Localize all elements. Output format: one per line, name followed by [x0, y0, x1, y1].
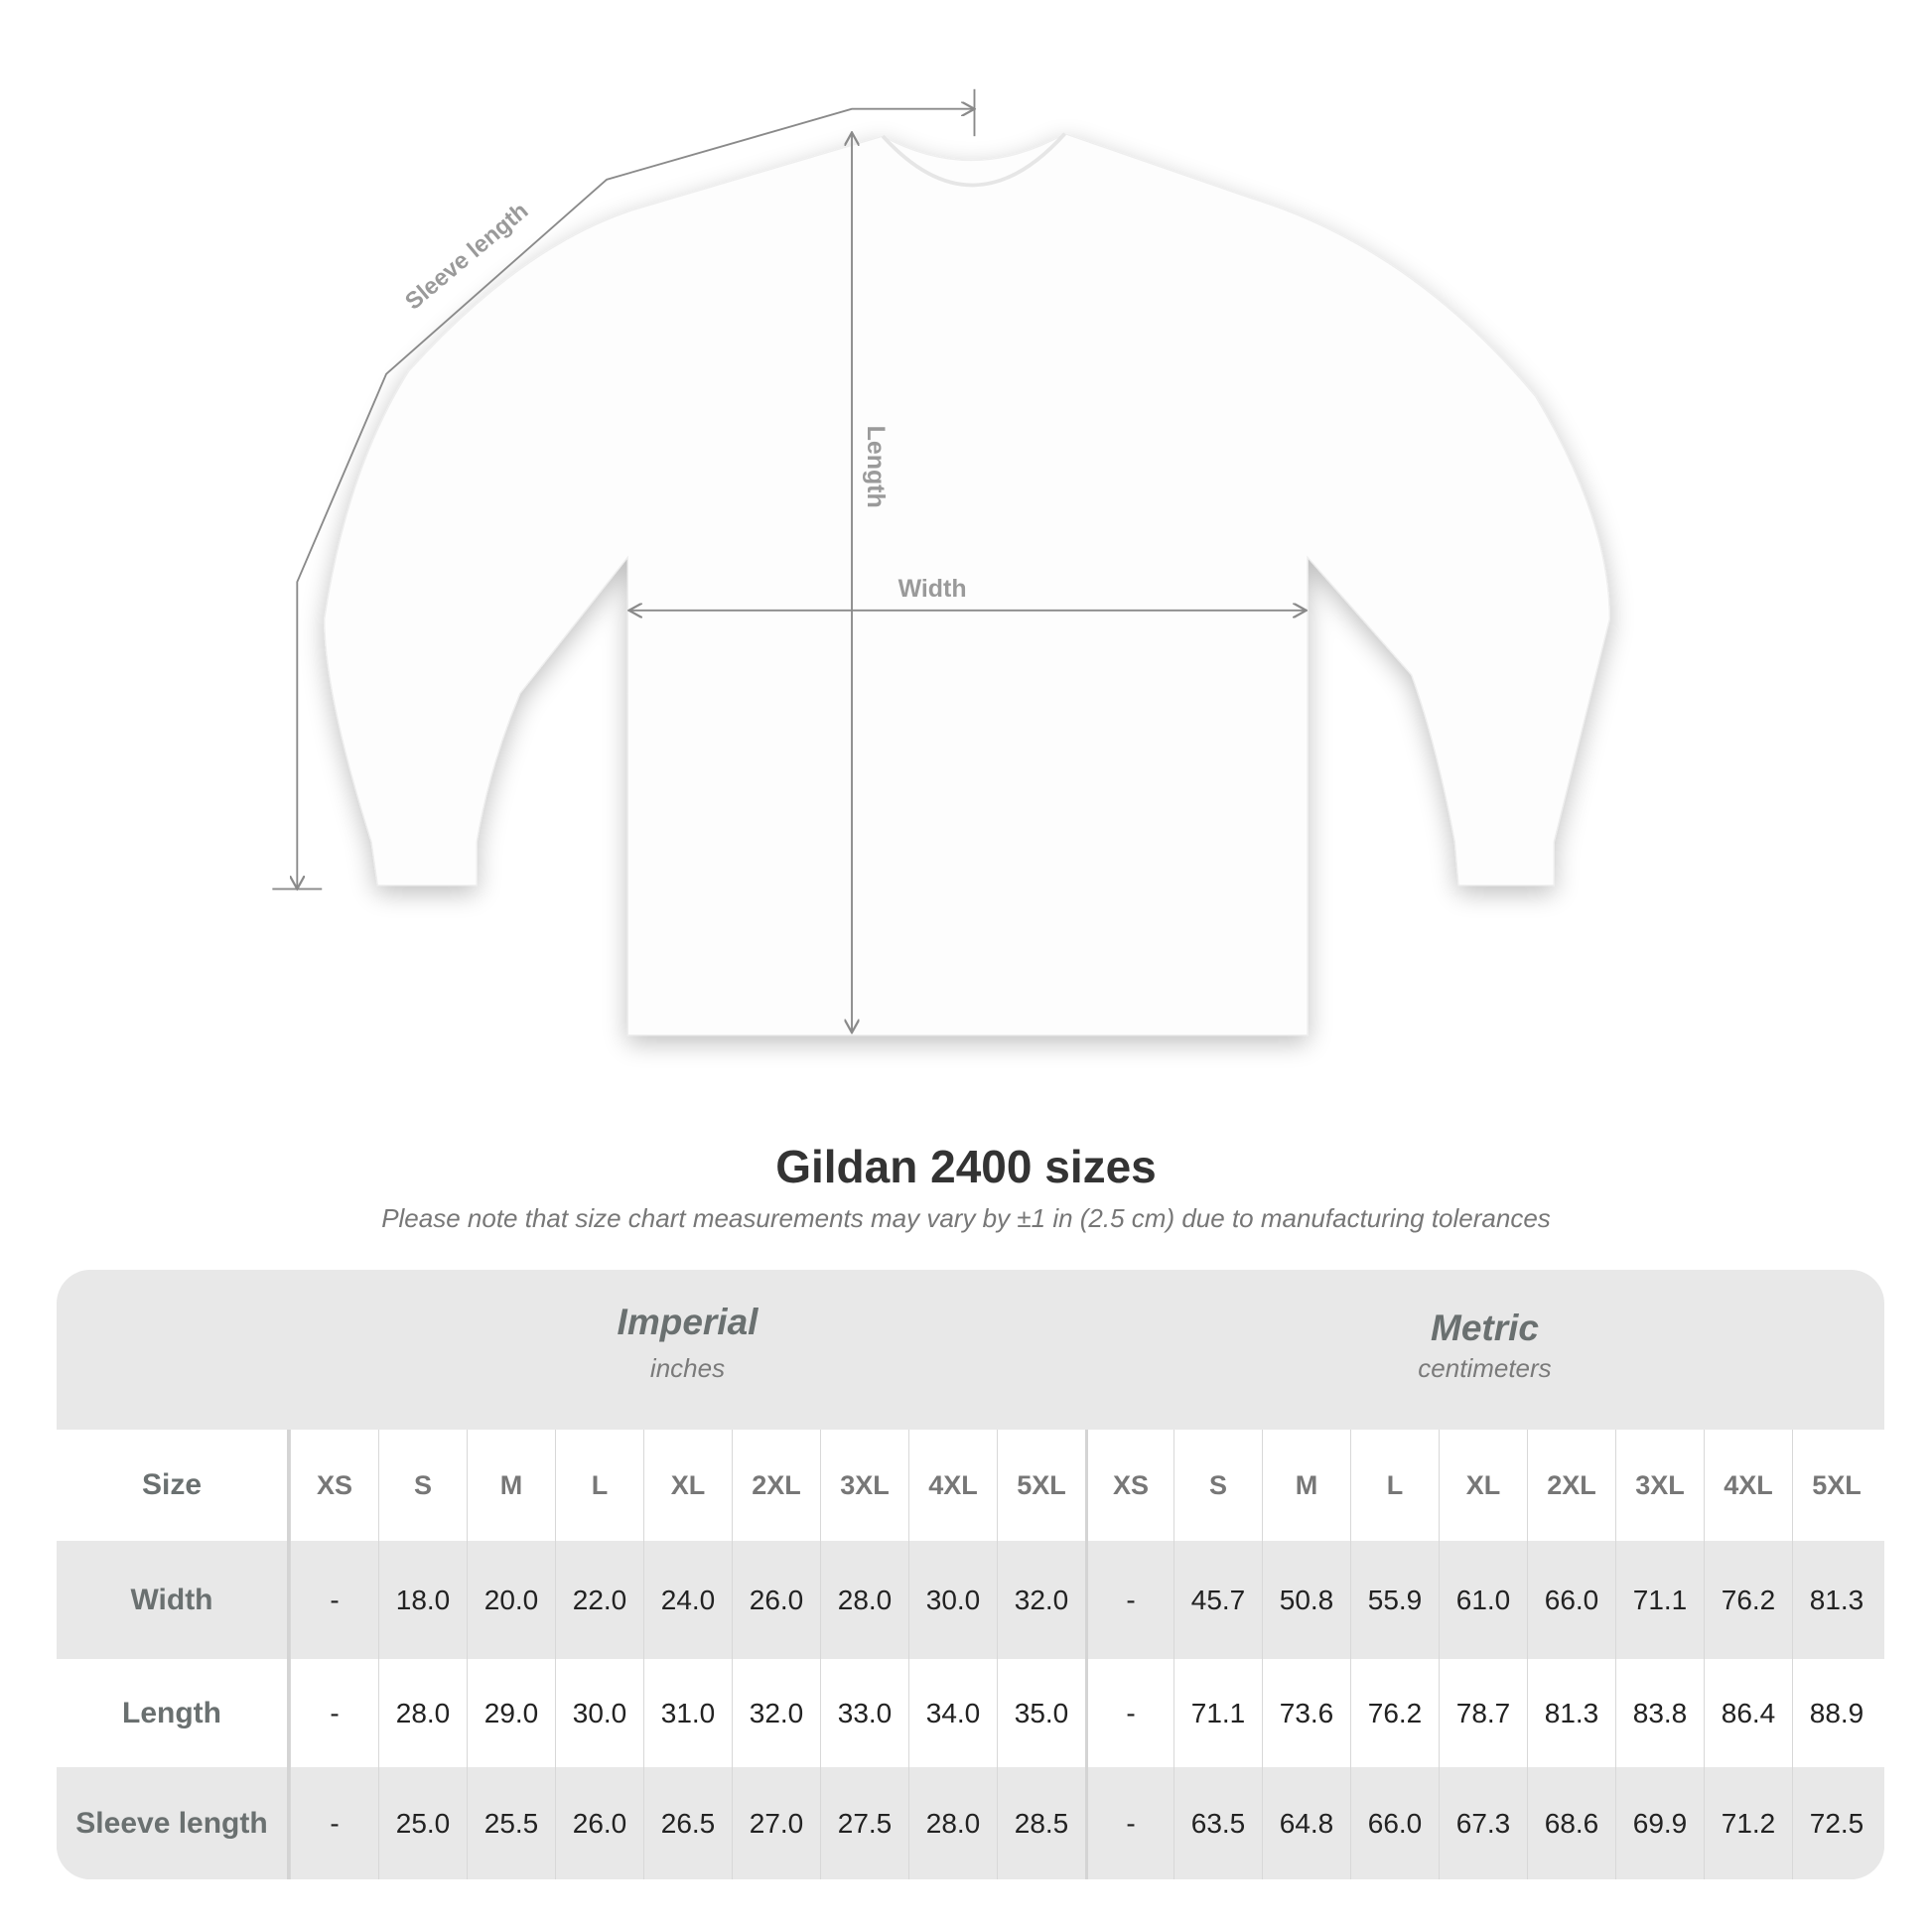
- page-title: Gildan 2400 sizes: [775, 1141, 1157, 1192]
- value-cell-imperial: 29.0: [467, 1659, 555, 1767]
- value-cell-metric: 50.8: [1262, 1541, 1350, 1659]
- value-cell-imperial: 25.5: [467, 1767, 555, 1879]
- value-cell-imperial: 26.0: [555, 1767, 643, 1879]
- value-cell-metric: 66.0: [1527, 1541, 1615, 1659]
- size-header-label: Size: [57, 1430, 290, 1541]
- size-header-metric: 4XL: [1704, 1430, 1792, 1541]
- value-cell-metric: 64.8: [1262, 1767, 1350, 1879]
- metric-header: Metric centimeters: [1087, 1270, 1882, 1430]
- value-cell-metric: -: [1085, 1659, 1173, 1767]
- value-cell-imperial: 35.0: [997, 1659, 1085, 1767]
- size-table: Imperial inches Metric centimeters Size X…: [57, 1270, 1884, 1879]
- size-header-metric: XS: [1085, 1430, 1173, 1541]
- size-header-imperial: S: [378, 1430, 467, 1541]
- metric-unit: centimeters: [1418, 1353, 1552, 1383]
- value-cell-metric: 45.7: [1173, 1541, 1262, 1659]
- value-cell-imperial: 28.0: [820, 1541, 908, 1659]
- value-cell-imperial: -: [290, 1541, 378, 1659]
- value-cell-imperial: 28.0: [378, 1659, 467, 1767]
- size-header-metric: 5XL: [1792, 1430, 1880, 1541]
- size-header-imperial: 2XL: [732, 1430, 820, 1541]
- value-cell-metric: 71.1: [1173, 1659, 1262, 1767]
- value-cell-metric: 81.3: [1527, 1659, 1615, 1767]
- imperial-header: Imperial inches: [290, 1270, 1085, 1430]
- tolerance-note: Please note that size chart measurements…: [381, 1203, 1551, 1233]
- value-cell-imperial: 24.0: [643, 1541, 732, 1659]
- value-cell-metric: 76.2: [1350, 1659, 1439, 1767]
- size-header-metric: 3XL: [1615, 1430, 1704, 1541]
- value-cell-imperial: 30.0: [908, 1541, 997, 1659]
- value-cell-imperial: 26.5: [643, 1767, 732, 1879]
- value-cell-imperial: 31.0: [643, 1659, 732, 1767]
- size-header-metric: L: [1350, 1430, 1439, 1541]
- value-cell-metric: -: [1085, 1541, 1173, 1659]
- value-cell-metric: 67.3: [1439, 1767, 1527, 1879]
- shirt-shape: [324, 133, 1610, 1036]
- value-cell-imperial: 28.5: [997, 1767, 1085, 1879]
- value-cell-metric: 86.4: [1704, 1659, 1792, 1767]
- imperial-label: Imperial: [617, 1302, 759, 1342]
- value-cell-metric: 71.2: [1704, 1767, 1792, 1879]
- value-cell-imperial: 27.0: [732, 1767, 820, 1879]
- size-header-imperial: 5XL: [997, 1430, 1085, 1541]
- sleeve-length-measure: [272, 88, 974, 890]
- value-cell-imperial: 30.0: [555, 1659, 643, 1767]
- value-cell-metric: -: [1085, 1767, 1173, 1879]
- size-header-metric: XL: [1439, 1430, 1527, 1541]
- value-cell-imperial: 32.0: [997, 1541, 1085, 1659]
- row-label: Width: [57, 1541, 290, 1659]
- value-cell-imperial: 27.5: [820, 1767, 908, 1879]
- size-header-imperial: M: [467, 1430, 555, 1541]
- value-cell-metric: 78.7: [1439, 1659, 1527, 1767]
- imperial-unit: inches: [649, 1353, 726, 1383]
- value-cell-imperial: 25.0: [378, 1767, 467, 1879]
- value-cell-metric: 83.8: [1615, 1659, 1704, 1767]
- value-cell-metric: 55.9: [1350, 1541, 1439, 1659]
- size-header-imperial: XL: [643, 1430, 732, 1541]
- size-header-row: Size XS S M L XL 2XL 3XL 4XL 5XL XS S M L XL 2XL 3XL 4XL 5…: [57, 1430, 1884, 1541]
- value-cell-metric: 68.6: [1527, 1767, 1615, 1879]
- size-header-imperial: L: [555, 1430, 643, 1541]
- table-row: Width -18.0 20.0 22.0 24.0 26.0 28.0 30.0 32.0-4…: [57, 1541, 1884, 1659]
- value-cell-metric: 61.0: [1439, 1541, 1527, 1659]
- value-cell-metric: 63.5: [1173, 1767, 1262, 1879]
- size-header-metric: M: [1262, 1430, 1350, 1541]
- width-label: Width: [898, 575, 967, 603]
- value-cell-metric: 76.2: [1704, 1541, 1792, 1659]
- row-label: Length: [57, 1659, 290, 1767]
- value-cell-metric: 73.6: [1262, 1659, 1350, 1767]
- value-cell-metric: 88.9: [1792, 1659, 1880, 1767]
- value-cell-imperial: 28.0: [908, 1767, 997, 1879]
- size-header-imperial: 3XL: [820, 1430, 908, 1541]
- value-cell-imperial: 32.0: [732, 1659, 820, 1767]
- row-label: Sleeve length: [57, 1767, 290, 1879]
- value-cell-metric: 66.0: [1350, 1767, 1439, 1879]
- value-cell-imperial: 33.0: [820, 1659, 908, 1767]
- value-cell-imperial: -: [290, 1767, 378, 1879]
- value-cell-imperial: 18.0: [378, 1541, 467, 1659]
- value-cell-imperial: 34.0: [908, 1659, 997, 1767]
- table-row: Length -28.0 29.0 30.0 31.0 32.0 33.0 34.0 35.0-…: [57, 1659, 1884, 1767]
- value-cell-metric: 81.3: [1792, 1541, 1880, 1659]
- value-cell-imperial: 20.0: [467, 1541, 555, 1659]
- size-header-imperial: 4XL: [908, 1430, 997, 1541]
- value-cell-imperial: 22.0: [555, 1541, 643, 1659]
- shirt-diagram: Sleeve length Length Width: [272, 88, 1610, 1036]
- value-cell-metric: 71.1: [1615, 1541, 1704, 1659]
- value-cell-metric: 72.5: [1792, 1767, 1880, 1879]
- table-row: Sleeve length -25.0 25.5 26.0 26.5 27.0 27.5 28…: [57, 1767, 1884, 1879]
- value-cell-imperial: 26.0: [732, 1541, 820, 1659]
- size-header-imperial: XS: [290, 1430, 378, 1541]
- value-cell-imperial: -: [290, 1659, 378, 1767]
- size-header-metric: 2XL: [1527, 1430, 1615, 1541]
- size-header-metric: S: [1173, 1430, 1262, 1541]
- metric-label: Metric: [1431, 1308, 1539, 1348]
- value-cell-metric: 69.9: [1615, 1767, 1704, 1879]
- length-label: Length: [862, 426, 890, 508]
